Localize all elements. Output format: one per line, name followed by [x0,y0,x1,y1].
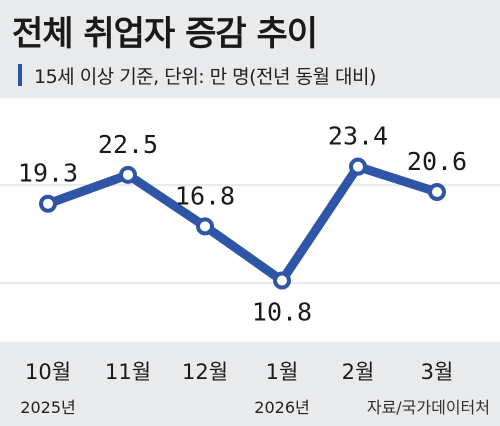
data-point [349,157,367,176]
data-label: 23.4 [328,122,388,151]
data-point [428,182,446,201]
data-label: 10.8 [252,298,312,327]
data-label: 19.3 [18,159,78,188]
x-tick-label: 12월 [181,360,229,384]
series-line [43,162,442,286]
data-point [39,194,57,213]
year-label: 2026년 [254,398,310,417]
subtitle-accent-bar [18,64,22,86]
x-axis: 자료/국가데이터처 10월 11월 12월 1월 2월 3월 2025년 2026년 [0,342,500,426]
data-point [119,165,137,184]
year-label: 2025년 [20,398,76,417]
line-chart: 19.3 22.5 16.8 10.8 23.4 20.6 [0,122,500,327]
x-tick-label: 2월 [341,360,375,384]
source-note: 자료/국가데이터처 [366,398,490,417]
x-tick-label: 10월 [24,360,72,384]
chart-title: 전체 취업자 증감 추이 [12,14,318,54]
data-label: 22.5 [98,130,158,159]
x-tick-label: 3월 [420,360,454,384]
x-tick-label: 1월 [265,360,299,384]
x-tick-label: 11월 [104,360,152,384]
data-point [196,217,214,236]
data-point [273,271,291,290]
plot-area: 19.3 22.5 16.8 10.8 23.4 20.6 [0,98,500,342]
data-label: 16.8 [175,181,235,210]
chart-subtitle: 15세 이상 기준, 단위: 만 명(전년 동월 대비) [34,66,376,88]
data-label: 20.6 [407,147,467,176]
